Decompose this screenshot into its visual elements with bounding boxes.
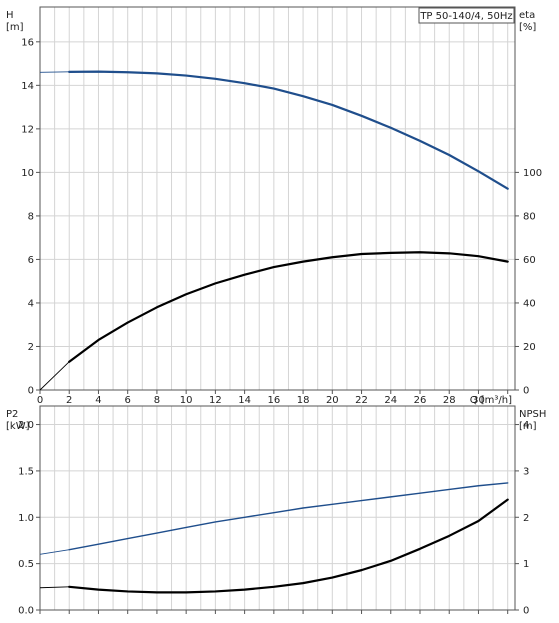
x-tick-label: 26 — [414, 395, 427, 406]
series-top-1-line — [68, 251, 509, 363]
series-bottom-0-line — [68, 482, 509, 551]
y-tick-label-left: 1.5 — [18, 466, 34, 477]
series-top-0-line — [68, 70, 509, 190]
x-tick-label: 22 — [355, 395, 368, 406]
y-tick-label-left: 8 — [28, 211, 34, 222]
y-tick-label-left: 0.5 — [18, 559, 34, 570]
y-axis-label-left: H — [6, 10, 14, 21]
y-tick-label-left: 10 — [21, 168, 34, 179]
y-tick-label-left: 1.0 — [18, 513, 34, 524]
x-tick-label: 14 — [238, 395, 251, 406]
x-tick-label: 10 — [180, 395, 193, 406]
x-axis-label: Q [m³/h] — [470, 395, 512, 406]
y-tick-label-left: 16 — [21, 37, 34, 48]
y-axis-unit-right: [m] — [519, 421, 537, 432]
y-axis-label-left: P2 — [6, 409, 18, 420]
chart-title-box — [418, 7, 515, 24]
y-tick-label-right: 4 — [523, 420, 529, 431]
y-tick-label-right: 100 — [523, 168, 542, 179]
series-top-1-lead — [39, 361, 70, 391]
x-tick-label: 20 — [326, 395, 339, 406]
y-tick-label-right: 0 — [523, 606, 529, 617]
x-tick-label: 8 — [154, 395, 160, 406]
series-bottom-0-lead — [39, 549, 70, 555]
x-tick-label: 2 — [66, 395, 72, 406]
series-bottom-1-lead — [39, 586, 70, 589]
plot-area — [40, 7, 515, 390]
y-tick-label-right: 1 — [523, 559, 529, 570]
y-axis-unit-left: [kW] — [6, 421, 30, 432]
y-tick-label-left: 6 — [28, 255, 34, 266]
power-npsh-panel: 0.0 0.5 1.0 1.5 2.0 0 1 2 3 4 P2[kW] NPSH[m] — [6, 405, 546, 617]
x-tick-label: 30 — [472, 395, 485, 406]
x-tick-label: 16 — [267, 395, 280, 406]
x-tick-label: 28 — [443, 395, 456, 406]
y-tick-label-right: 0 — [523, 386, 529, 397]
plot-area — [40, 406, 515, 610]
plot-frame — [39, 6, 516, 391]
y-tick-label-right: 2 — [523, 513, 529, 524]
y-tick-label-left: 4 — [28, 298, 34, 309]
y-tick-label-right: 80 — [523, 211, 536, 222]
series-bottom-1-line — [68, 498, 509, 594]
x-tick-label: 24 — [384, 395, 397, 406]
y-axis-label-right: NPSH — [519, 409, 546, 420]
chart-title: TP 50-140/4, 50Hz — [419, 11, 512, 22]
plot-frame — [39, 405, 516, 611]
y-tick-label-left: 2 — [28, 342, 34, 353]
y-tick-label-left: 0 — [28, 386, 34, 397]
x-tick-label: 12 — [209, 395, 222, 406]
x-tick-label: 4 — [95, 395, 101, 406]
y-tick-label-right: 60 — [523, 255, 536, 266]
y-tick-label-right: 40 — [523, 298, 536, 309]
y-tick-label-left: 14 — [21, 81, 34, 92]
y-tick-label-right: 3 — [523, 466, 529, 477]
y-axis-unit-right: [%] — [519, 22, 536, 33]
y-axis-unit-left: [m] — [6, 22, 24, 33]
x-tick-label: 18 — [297, 395, 310, 406]
y-tick-label-left: 12 — [21, 124, 34, 135]
y-axis-label-right: eta — [519, 10, 535, 21]
x-tick-label: 0 — [37, 395, 43, 406]
x-tick-label: 6 — [125, 395, 131, 406]
y-tick-label-right: 20 — [523, 342, 536, 353]
y-tick-label-left: 2.0 — [18, 420, 34, 431]
y-tick-label-left: 0.0 — [18, 606, 34, 617]
